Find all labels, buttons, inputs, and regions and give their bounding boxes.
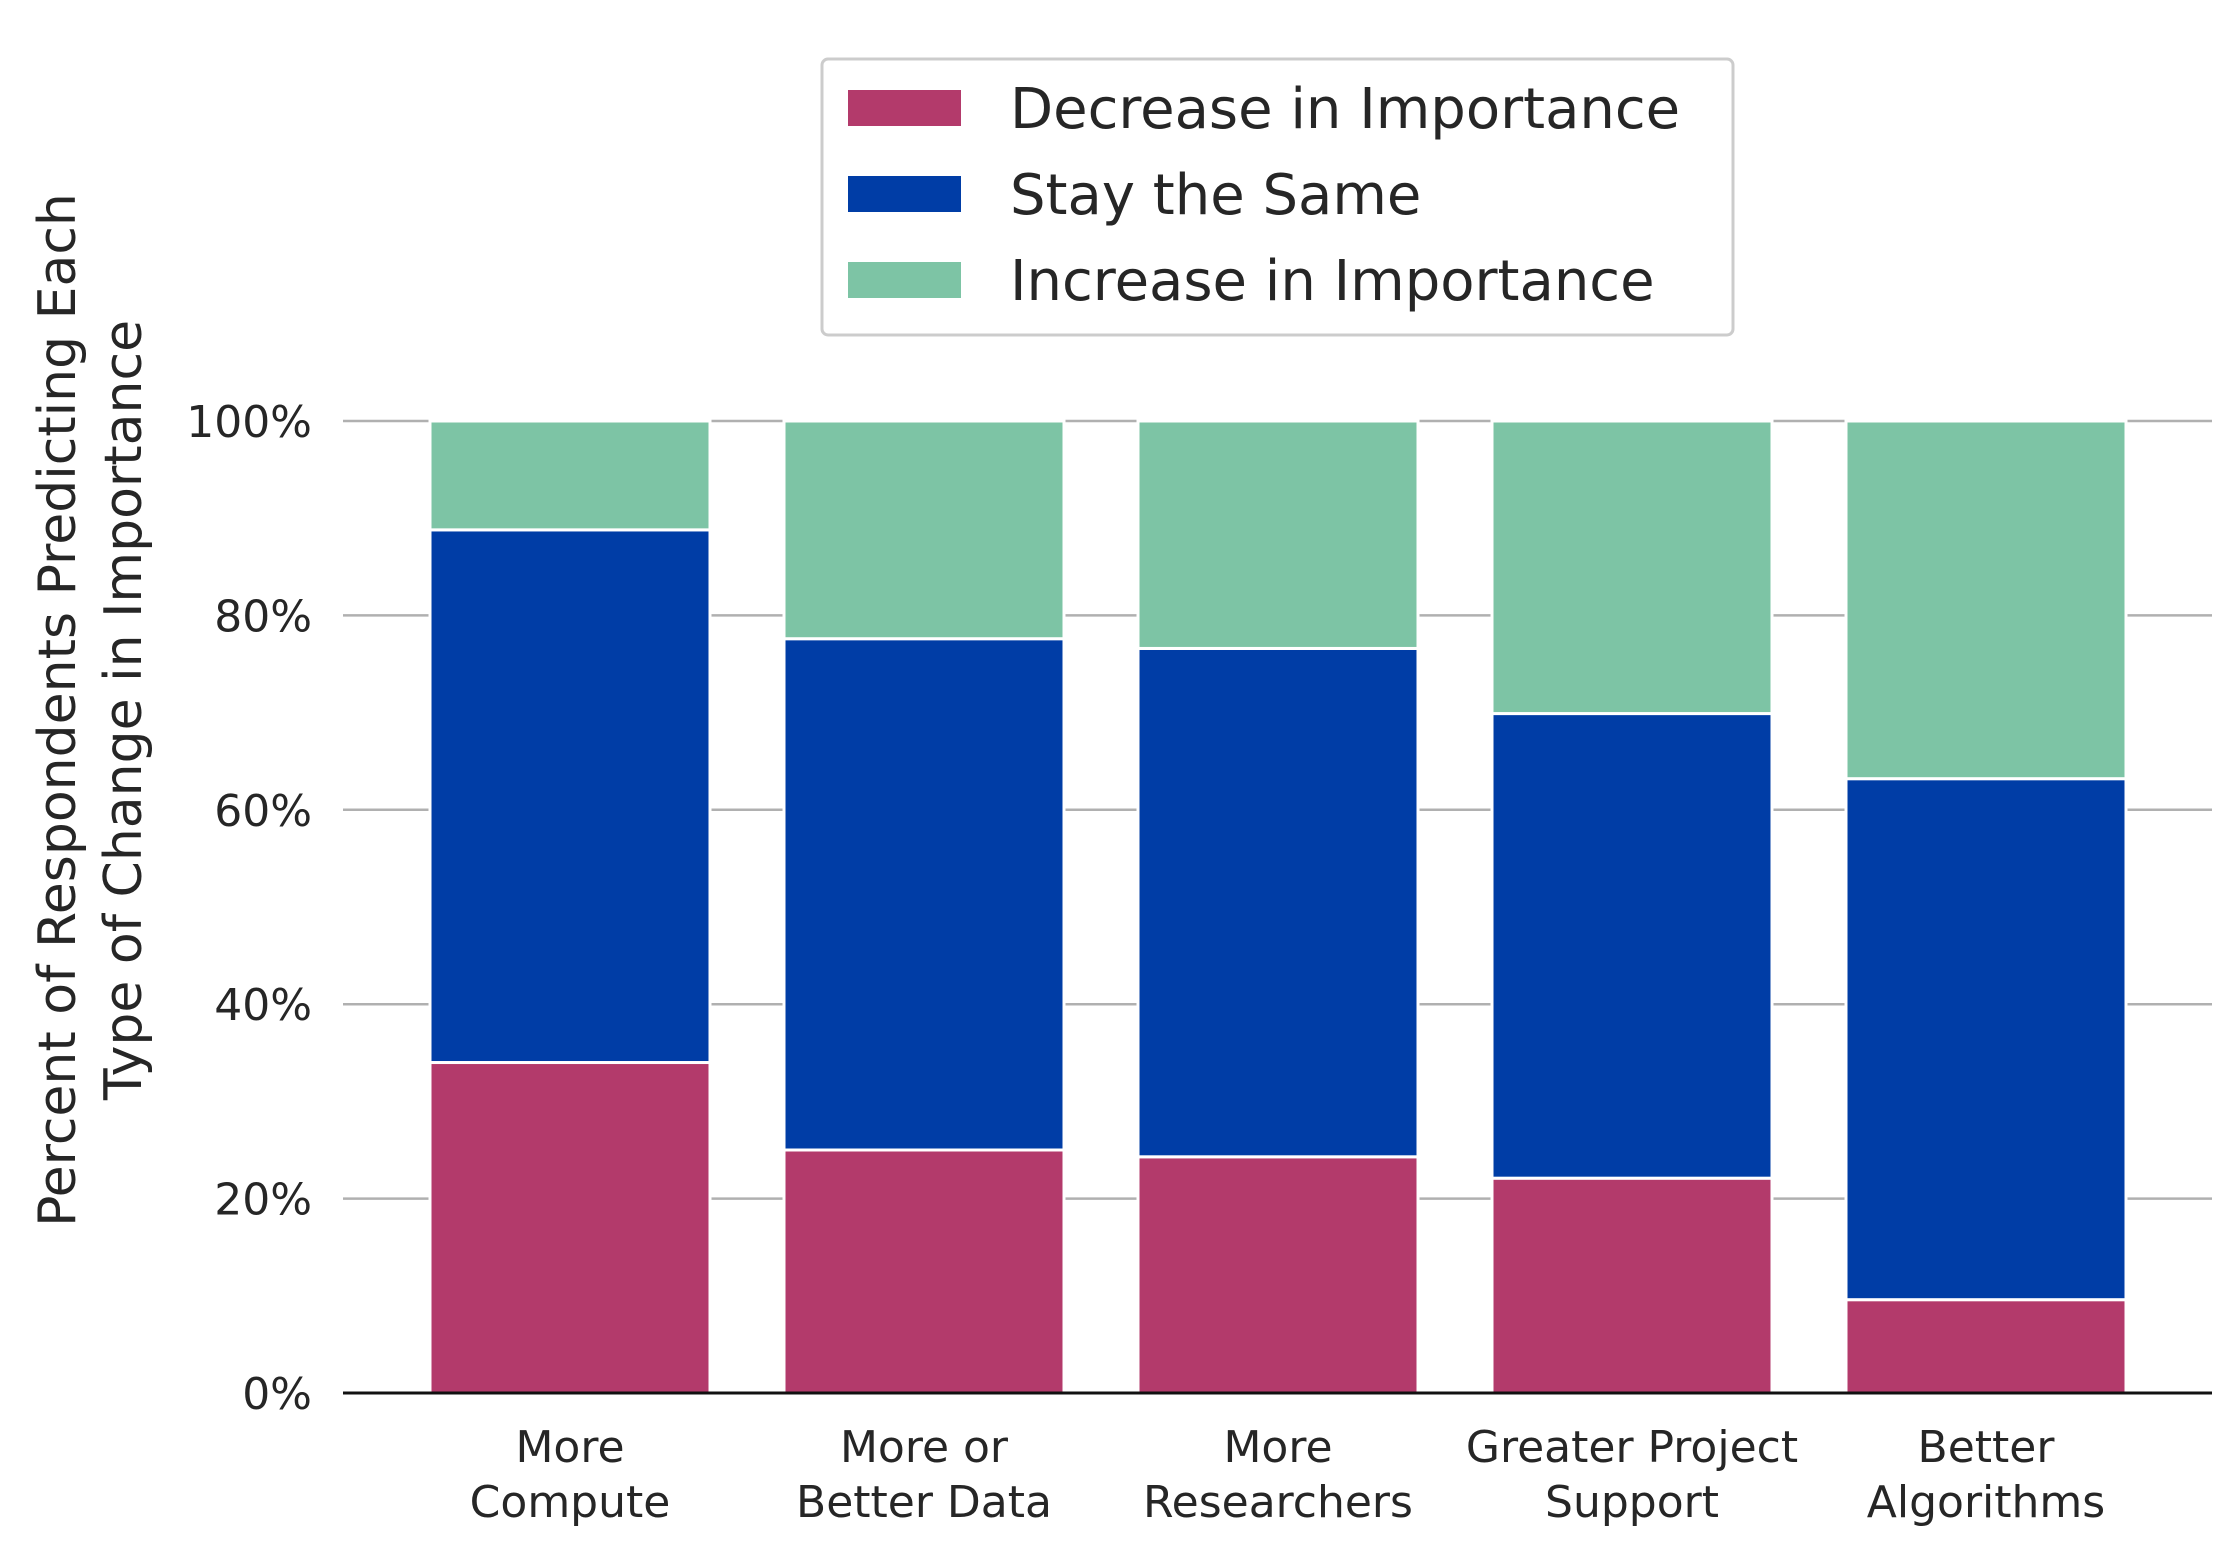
y-tick-label: 80% bbox=[214, 591, 312, 642]
y-tick-labels: 0% 20% 40% 60% 80% 100% bbox=[186, 397, 312, 1420]
x-tick-label: More Compute bbox=[470, 1422, 671, 1528]
y-axis-label: Percent of Respondents Predicting Each Ty… bbox=[28, 193, 154, 1227]
bar-segment bbox=[428, 1061, 712, 1395]
legend-swatch bbox=[848, 90, 961, 126]
x-tick-label: More Researchers bbox=[1143, 1422, 1413, 1528]
bar-segment bbox=[782, 637, 1066, 1152]
bar-segment bbox=[1136, 1155, 1420, 1395]
bar-segment bbox=[1490, 712, 1774, 1180]
bar-segment bbox=[782, 419, 1066, 641]
y-tick-label: 0% bbox=[242, 1369, 312, 1420]
bar-segment bbox=[1844, 1298, 2128, 1395]
legend-label: Increase in Importance bbox=[1010, 249, 1655, 314]
y-tick-label: 20% bbox=[214, 1175, 312, 1226]
bar-segment bbox=[428, 419, 712, 532]
bar-segment bbox=[1136, 419, 1420, 650]
legend-frame bbox=[820, 57, 1735, 337]
bar-segment bbox=[428, 528, 712, 1065]
bar-segment bbox=[1844, 419, 2128, 781]
bar-segment bbox=[782, 1148, 1066, 1395]
y-tick-label: 40% bbox=[214, 980, 312, 1031]
bar-segment bbox=[1844, 777, 2128, 1302]
legend-label: Decrease in Importance bbox=[1010, 77, 1680, 142]
x-tick-labels: More Compute More or Better Data More Researc… bbox=[470, 1422, 2106, 1528]
x-tick-label: Greater Project Support bbox=[1466, 1422, 1798, 1528]
y-tick-label: 60% bbox=[214, 786, 312, 837]
bars bbox=[428, 419, 2128, 1395]
bar-segment bbox=[1490, 1176, 1774, 1395]
x-tick-label: More or Better Data bbox=[796, 1422, 1052, 1528]
legend: Decrease in Importance Stay the Same Incre… bbox=[820, 57, 1735, 337]
legend-label: Stay the Same bbox=[1010, 163, 1421, 228]
bar-segment bbox=[1490, 419, 1774, 716]
bar-segment bbox=[1136, 646, 1420, 1159]
y-axis-label-text: Percent of Respondents Predicting Each Ty… bbox=[28, 193, 154, 1227]
legend-swatch bbox=[848, 262, 961, 298]
legend-swatch bbox=[848, 176, 961, 212]
x-tick-label: Better Algorithms bbox=[1867, 1422, 2105, 1528]
y-tick-label: 100% bbox=[186, 397, 312, 448]
